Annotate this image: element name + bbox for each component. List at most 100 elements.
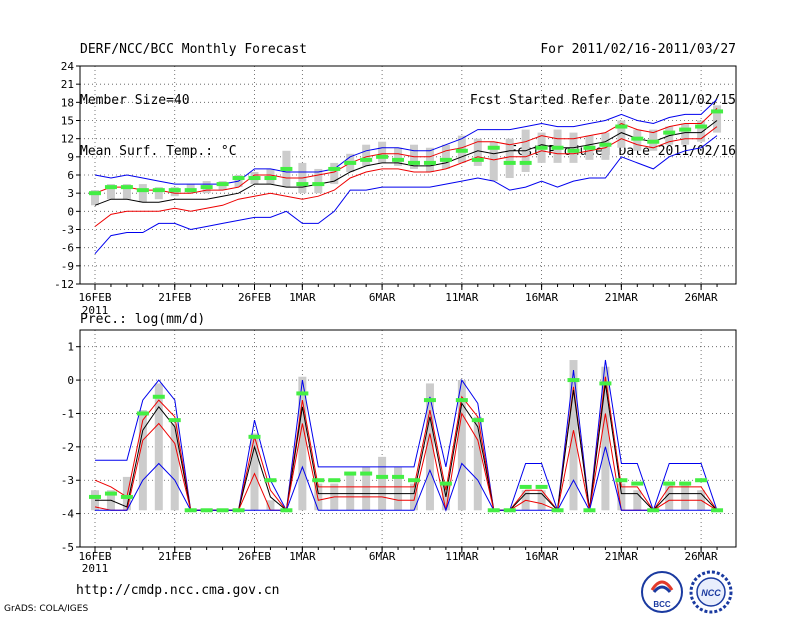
ensemble-marker bbox=[583, 145, 596, 150]
ensemble-marker bbox=[232, 176, 245, 181]
bcc-logo: BCC bbox=[641, 571, 683, 613]
website-url[interactable]: http://cmdp.ncc.cma.gov.cn bbox=[76, 583, 280, 598]
x-tick-label: 11MAR bbox=[445, 550, 478, 563]
range-bar bbox=[91, 190, 99, 206]
range-bar bbox=[425, 147, 434, 172]
series-line-lower bbox=[94, 126, 718, 227]
x-tick-label: 26FEB bbox=[238, 291, 271, 304]
range-bar bbox=[138, 184, 147, 203]
series-line-min bbox=[95, 446, 717, 512]
y-tick-label: 1 bbox=[67, 341, 74, 354]
y-tick-label: 21 bbox=[61, 78, 74, 91]
ensemble-marker bbox=[503, 508, 516, 513]
ensemble-marker bbox=[152, 394, 165, 399]
x-tick-label: 26MAR bbox=[685, 291, 718, 304]
y-tick-label: -1 bbox=[61, 407, 74, 420]
range-bar bbox=[665, 483, 674, 511]
ensemble-marker bbox=[599, 381, 612, 386]
ensemble-marker bbox=[695, 124, 708, 129]
ensemble-marker bbox=[280, 508, 293, 513]
range-bar bbox=[122, 184, 131, 200]
range-bar bbox=[250, 433, 259, 511]
y-tick-label: 0 bbox=[67, 205, 74, 218]
x-tick-label: 16MAR bbox=[525, 550, 558, 563]
ensemble-marker bbox=[264, 478, 277, 483]
ensemble-marker bbox=[519, 160, 532, 165]
range-bar bbox=[154, 187, 163, 200]
range-bar bbox=[457, 380, 466, 511]
ensemble-marker bbox=[184, 188, 197, 193]
ensemble-marker bbox=[312, 182, 325, 187]
x-tick-label: 6MAR bbox=[369, 550, 396, 563]
x-tick-label: 1MAR bbox=[289, 291, 316, 304]
range-bar bbox=[410, 483, 418, 511]
forecast-period: For 2011/02/16-2011/03/27 bbox=[540, 42, 736, 57]
range-bar bbox=[681, 123, 690, 145]
range-bar bbox=[617, 483, 626, 511]
ensemble-marker bbox=[136, 411, 149, 416]
range-bar bbox=[713, 105, 722, 133]
ensemble-marker bbox=[535, 145, 548, 150]
ensemble-marker bbox=[168, 188, 181, 193]
range-bar bbox=[106, 184, 115, 200]
year-label: 2011 bbox=[82, 562, 109, 575]
range-bar bbox=[394, 466, 403, 511]
series-line-upper bbox=[94, 108, 718, 194]
range-bar bbox=[138, 410, 147, 511]
header-left: DERF/NCC/BCC Monthly Forecast Member Siz… bbox=[80, 10, 307, 179]
ensemble-marker bbox=[663, 130, 676, 135]
range-bar bbox=[425, 383, 434, 511]
x-tick-label: 6MAR bbox=[369, 291, 396, 304]
ensemble-marker bbox=[423, 160, 436, 165]
ensemble-marker bbox=[455, 148, 468, 153]
x-tick-label: 26MAR bbox=[685, 550, 718, 563]
ensemble-marker bbox=[567, 148, 580, 153]
series-line-min bbox=[94, 135, 718, 255]
range-bar bbox=[298, 376, 307, 511]
ensemble-marker bbox=[89, 191, 101, 196]
x-tick-label: 16FEB bbox=[78, 550, 111, 563]
ensemble-marker bbox=[89, 494, 101, 499]
x-tick-label: 16FEB bbox=[78, 291, 111, 304]
ncc-logo: NCC bbox=[689, 570, 733, 614]
ensemble-marker bbox=[663, 481, 676, 486]
ensemble-marker bbox=[679, 127, 692, 132]
x-tick-label: 21MAR bbox=[605, 291, 638, 304]
range-bar bbox=[441, 144, 450, 169]
ensemble-marker bbox=[296, 391, 309, 396]
y-tick-label: 12 bbox=[61, 133, 74, 146]
ensemble-marker bbox=[615, 478, 628, 483]
y-tick-label: 0 bbox=[67, 374, 74, 387]
ensemble-marker bbox=[471, 157, 484, 162]
ensemble-marker bbox=[216, 508, 229, 513]
ensemble-marker bbox=[647, 508, 660, 513]
ensemble-marker bbox=[439, 157, 452, 162]
range-bar bbox=[122, 476, 131, 511]
range-bar bbox=[569, 360, 578, 511]
range-bar bbox=[633, 490, 642, 511]
ensemble-marker bbox=[104, 491, 117, 496]
ensemble-marker bbox=[360, 157, 373, 162]
chart-panel-1: -12 -9 -6 -3 0 3 6 9 12 15 18 21 24 16FEB 21FEB 26FEB 1M… bbox=[54, 60, 737, 317]
ensemble-marker bbox=[487, 508, 500, 513]
ensemble-marker bbox=[120, 185, 133, 190]
ensemble-marker bbox=[328, 166, 341, 171]
ensemble-marker bbox=[216, 182, 229, 187]
ensemble-marker bbox=[376, 474, 389, 479]
ensemble-marker bbox=[423, 398, 436, 403]
ensemble-marker bbox=[647, 139, 660, 144]
ensemble-marker bbox=[328, 478, 341, 483]
ensemble-marker bbox=[615, 124, 628, 129]
ensemble-marker bbox=[200, 185, 213, 190]
ensemble-marker bbox=[487, 145, 500, 150]
range-bar bbox=[378, 141, 387, 163]
x-tick-label: 26FEB bbox=[238, 550, 271, 563]
ensemble-marker bbox=[551, 145, 564, 150]
y-tick-label: -9 bbox=[61, 260, 74, 273]
ncc-logo-text: NCC bbox=[701, 588, 721, 598]
ensemble-marker bbox=[711, 109, 724, 114]
x-tick-label: 21FEB bbox=[158, 550, 191, 563]
y-tick-label: -4 bbox=[61, 508, 75, 521]
ensemble-marker bbox=[631, 136, 644, 141]
